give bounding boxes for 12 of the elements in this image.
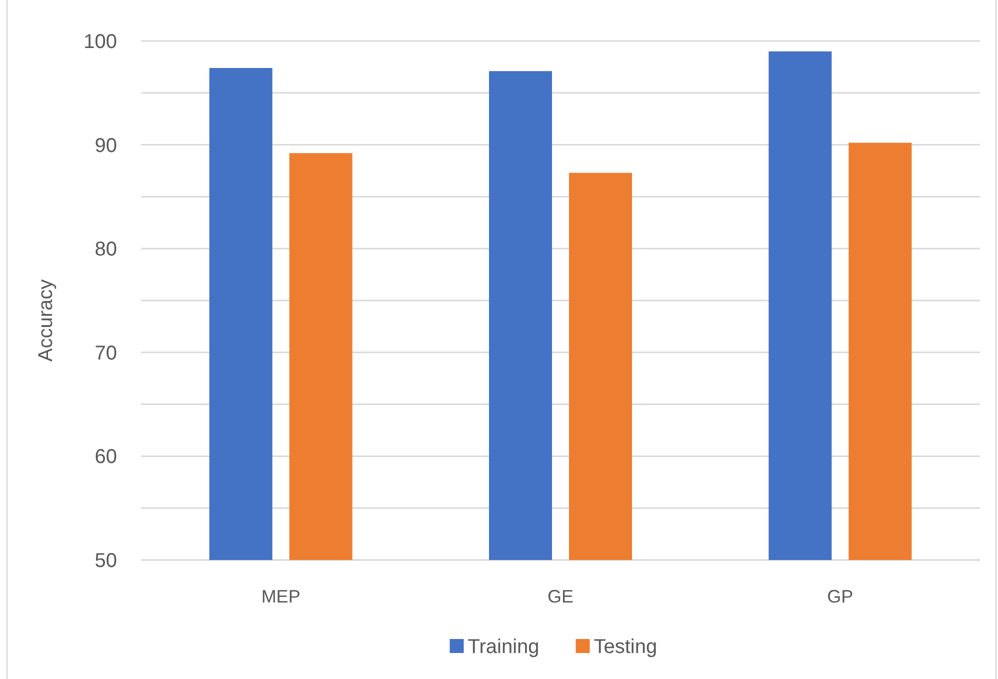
x-tick-label: GP bbox=[827, 586, 854, 606]
legend-label: Testing bbox=[594, 636, 658, 658]
y-tick-label: 90 bbox=[94, 134, 117, 157]
x-tick-label: MEP bbox=[261, 586, 300, 606]
y-axis-title: Accuracy bbox=[35, 279, 57, 362]
y-tick-label: 80 bbox=[94, 238, 117, 261]
legend-label: Training bbox=[468, 636, 540, 658]
y-tick-label: 50 bbox=[94, 550, 117, 572]
x-tick-label: GE bbox=[547, 586, 574, 606]
y-tick-label: 100 bbox=[84, 31, 117, 53]
y-tick-label: 60 bbox=[94, 446, 117, 468]
y-tick-label: 70 bbox=[94, 342, 117, 364]
